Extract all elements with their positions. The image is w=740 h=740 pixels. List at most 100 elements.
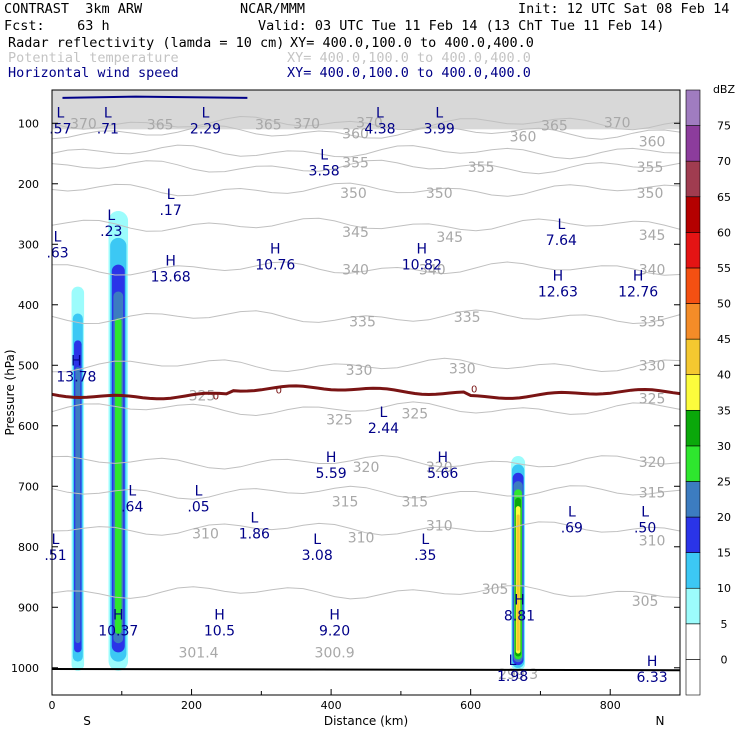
wind-extremum-value-25: .50	[634, 521, 656, 537]
wind-extremum-value-3: 4.38	[364, 121, 395, 137]
wind-extremum-kind-24: L	[568, 505, 576, 521]
reflectivity-cell-0-20	[75, 367, 81, 644]
x-axis-label: Distance (km)	[324, 714, 408, 728]
theta-label-44: 301.4	[178, 646, 218, 662]
model-name: CONTRAST 3km ARW	[4, 1, 143, 17]
wind-extremum-value-10: 13.68	[151, 270, 191, 286]
wind-extremum-value-29: 9.20	[319, 623, 350, 639]
wind-extremum-value-16: 2.44	[368, 421, 399, 437]
colorbar-label-30: 30	[717, 440, 731, 453]
colorbar-label-50: 50	[717, 298, 731, 311]
zero-contour-label-1: 0	[276, 385, 282, 396]
wind-extremum-value-32: 6.33	[637, 670, 668, 686]
theta-label-29: 325	[326, 413, 353, 429]
wind-extremum-value-26: .51	[44, 548, 66, 564]
plot-frame	[51, 89, 681, 696]
colorbar-band-0	[685, 659, 701, 696]
zero-contour-label-0: 0	[213, 392, 219, 403]
wind-extremum-kind-9: L	[557, 217, 565, 233]
x-tick-label-600: 600	[460, 699, 481, 712]
theta-label-2: 365	[255, 117, 282, 133]
wind-extremum-value-28: 10.5	[204, 623, 235, 639]
y-tick-label-1000: 1000	[11, 662, 39, 675]
wind-extremum-value-6: .17	[159, 203, 181, 219]
y-tick-label-700: 700	[18, 480, 39, 493]
y-tick-label-400: 400	[18, 299, 39, 312]
wind-extremum-kind-23: L	[421, 532, 429, 548]
theta-label-8: 360	[510, 130, 537, 146]
colorbar-label-5: 5	[721, 618, 728, 631]
theta-contour-310	[51, 521, 681, 536]
wind-extremum-kind-26: L	[52, 532, 60, 548]
wind-extremum-kind-13: H	[553, 269, 564, 285]
wind-extremum-kind-4: L	[435, 105, 443, 121]
axes-layer: 100 200 300 400 500 600 700 800 900 1000 0 200 400 60…	[3, 89, 681, 728]
theta-contour-325	[51, 401, 681, 417]
wind-extremum-kind-32: H	[647, 654, 658, 670]
theta-label-40: 310	[426, 519, 453, 535]
wind-extremum-value-14: 12.76	[618, 285, 658, 301]
theta-label-1: 365	[147, 117, 174, 133]
colorbar-band-2	[685, 587, 701, 625]
y-tick-label-600: 600	[18, 420, 39, 433]
wind-extremum-value-17: 5.59	[316, 466, 347, 482]
colorbar-label-35: 35	[717, 404, 731, 417]
colorbar-label-60: 60	[717, 226, 731, 239]
center-name: NCAR/MMM	[240, 1, 306, 17]
wind-extremum-value-18: 5.66	[427, 466, 458, 482]
wind-extremum-kind-30: H	[514, 592, 525, 608]
theta-label-38: 310	[192, 526, 219, 542]
wind-extremum-kind-0: L	[56, 105, 64, 121]
wind-extremum-kind-6: L	[167, 187, 175, 203]
colorbar-band-5	[685, 481, 701, 518]
theta-label-5: 365	[541, 119, 568, 135]
theta-label-9: 360	[639, 134, 666, 150]
wind-extremum-value-31: 1.98	[497, 669, 528, 685]
x-end-label-right: N	[656, 714, 665, 728]
colorbar-label-40: 40	[717, 369, 731, 382]
colorbar-band-10	[685, 303, 701, 340]
theta-label-36: 315	[401, 494, 428, 510]
x-tick-label-400: 400	[321, 699, 342, 712]
zero-contour-label-2: 0	[471, 384, 477, 395]
theta-label-33: 320	[426, 460, 453, 476]
wind-extremum-kind-25: L	[641, 505, 649, 521]
theta-contour-370	[51, 115, 681, 131]
wind-extremum-value-4: 3.99	[424, 121, 455, 137]
wind-extremum-value-5: 3.58	[309, 164, 340, 180]
theta-label-12: 355	[637, 160, 664, 176]
colorbar-band-16	[685, 89, 701, 126]
wind-extremum-kind-5: L	[320, 148, 328, 164]
reflectivity-cell-2-40	[516, 514, 520, 651]
colorbar-band-9	[685, 338, 701, 376]
colorbar-band-14	[685, 160, 701, 198]
colorbar-label-0: 0	[721, 653, 728, 666]
x-end-label-left: S	[83, 714, 91, 728]
wind-extremum-value-7: .23	[100, 224, 122, 240]
wind-extremum-value-0: .57	[49, 121, 71, 137]
y-axis-label: Pressure (hPa)	[3, 349, 17, 435]
theta-contour-365	[51, 124, 681, 140]
theta-label-26: 330	[449, 361, 476, 377]
wind-layer: 00 0L.57L.71L2.29L4.38L3.99L3.58L.17L.23L…	[44, 95, 681, 686]
wind-extremum-value-11: 10.76	[255, 257, 295, 273]
colorbar-label-20: 20	[717, 511, 731, 524]
y-tick-label-500: 500	[18, 359, 39, 372]
upper-wind-contour	[62, 95, 248, 99]
wind-extremum-kind-10: H	[165, 254, 176, 270]
colorbar-band-6	[685, 445, 701, 482]
theta-label-24: 335	[639, 315, 666, 331]
theta-label-30: 325	[401, 407, 428, 423]
y-tick-label-100: 100	[18, 117, 39, 130]
theta-contour-335	[51, 309, 681, 325]
theta-label-10: 355	[342, 156, 369, 172]
wind-extremum-value-9: 7.64	[546, 233, 577, 249]
theta-label-43: 305	[632, 594, 659, 610]
wind-extremum-value-24: .69	[561, 521, 583, 537]
theta-label-27: 330	[639, 358, 666, 374]
theta-label-25: 330	[346, 363, 373, 379]
y-tick-label-300: 300	[18, 238, 39, 251]
wind-extremum-value-8: .63	[46, 245, 68, 261]
